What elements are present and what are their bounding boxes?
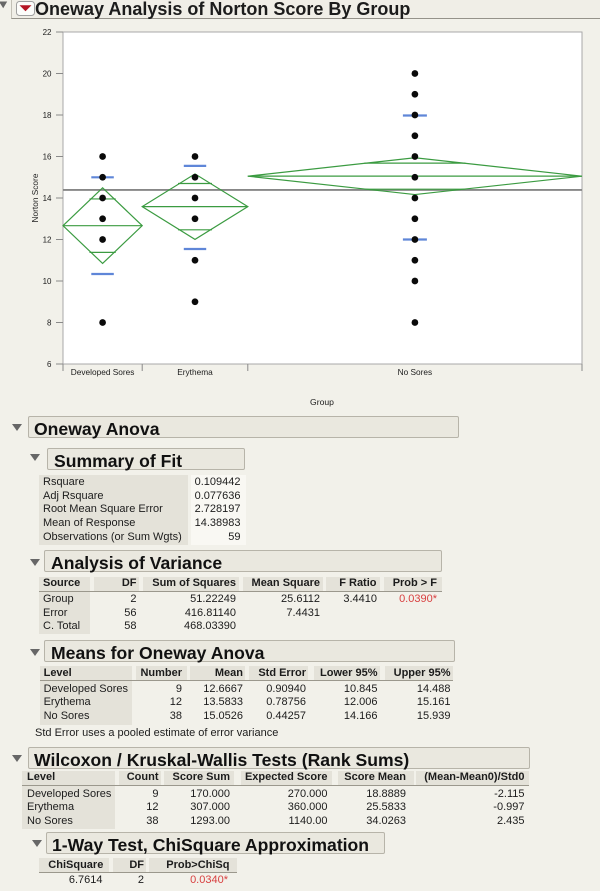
svg-text:18: 18 bbox=[43, 111, 52, 120]
svg-text:14: 14 bbox=[43, 194, 52, 203]
svg-text:8: 8 bbox=[47, 318, 52, 327]
svg-text:No Sores: No Sores bbox=[398, 367, 433, 377]
svg-text:Developed Sores: Developed Sores bbox=[71, 367, 135, 377]
svg-text:16: 16 bbox=[43, 152, 52, 161]
svg-text:Erythema: Erythema bbox=[177, 367, 213, 377]
svg-text:Norton Score: Norton Score bbox=[30, 173, 40, 222]
svg-text:6: 6 bbox=[47, 360, 52, 369]
svg-text:22: 22 bbox=[43, 28, 52, 37]
svg-text:10: 10 bbox=[43, 277, 52, 286]
svg-text:Group: Group bbox=[310, 397, 334, 407]
svg-text:12: 12 bbox=[43, 235, 52, 244]
svg-text:20: 20 bbox=[43, 69, 52, 78]
